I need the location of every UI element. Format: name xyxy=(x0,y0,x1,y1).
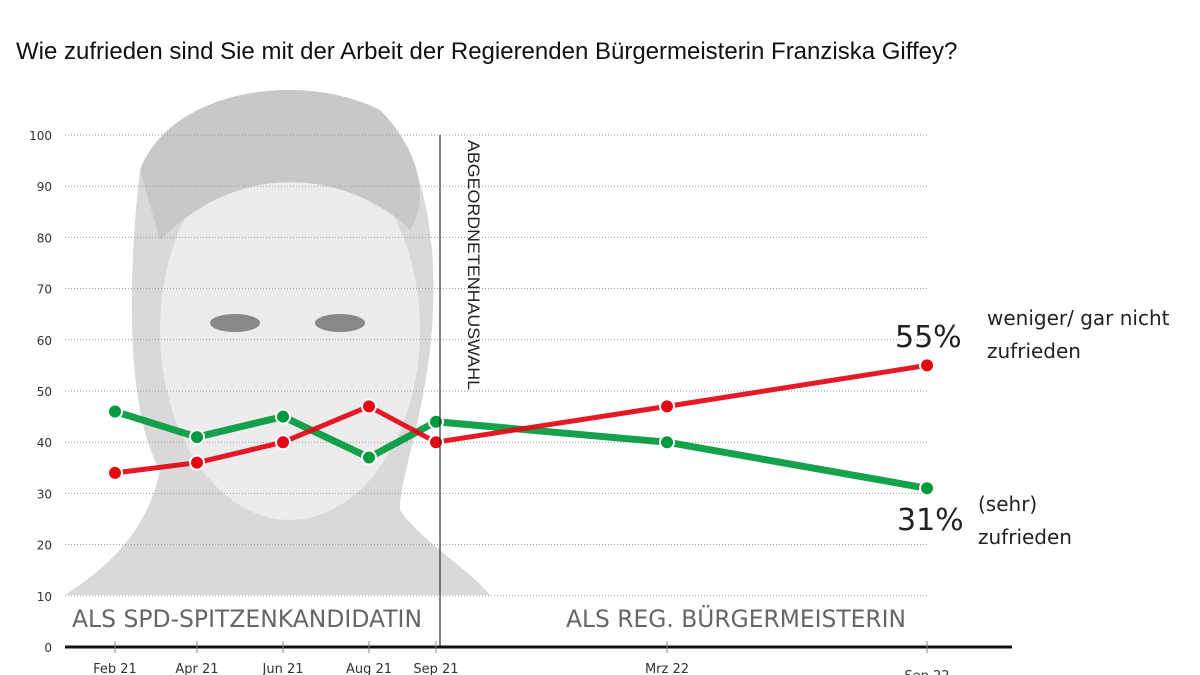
data-point xyxy=(189,429,205,446)
y-tick-label: 60 xyxy=(37,334,52,348)
data-point xyxy=(659,398,675,415)
x-tick-label: Feb 21 xyxy=(93,662,137,675)
y-tick-label: 70 xyxy=(37,283,52,297)
data-point xyxy=(189,454,205,471)
divider-label: ABGEORDNETENHAUSWAHL xyxy=(464,140,483,390)
y-tick-label: 0 xyxy=(44,641,52,655)
red-legend-line1: weniger/ gar nicht xyxy=(987,306,1170,330)
right-period-label: ALS REG. BÜRGERMEISTERIN xyxy=(566,604,906,633)
y-tick-label: 20 xyxy=(37,539,52,553)
portrait-photo xyxy=(65,90,490,595)
data-point xyxy=(428,413,444,430)
data-point xyxy=(275,434,291,451)
data-point xyxy=(361,398,377,415)
green-legend-line2: zufrieden xyxy=(978,525,1072,549)
y-tick-label: 100 xyxy=(29,129,52,143)
y-tick-label: 40 xyxy=(37,436,52,450)
data-point xyxy=(659,434,675,451)
x-tick-label: Sep 22 xyxy=(904,669,949,675)
data-point xyxy=(275,408,291,425)
left-period-label: ALS SPD-SPITZENKANDIDATIN xyxy=(72,605,422,633)
data-point xyxy=(361,449,377,466)
y-tick-label: 80 xyxy=(37,231,52,245)
y-tick-label: 50 xyxy=(37,385,52,399)
y-tick-label: 30 xyxy=(37,487,52,501)
x-tick-label: Mrz 22 xyxy=(645,662,689,675)
chart-title: Wie zufrieden sind Sie mit der Arbeit de… xyxy=(16,38,958,65)
x-tick-label: Aug 21 xyxy=(346,662,392,675)
green-end-label: 31% xyxy=(897,503,964,538)
red-legend-line2: zufrieden xyxy=(987,339,1081,363)
y-tick-label: 90 xyxy=(37,180,52,194)
data-point xyxy=(107,464,123,481)
red-end-label: 55% xyxy=(895,320,962,355)
x-tick-label: Jun 21 xyxy=(262,662,304,675)
x-tick-label: Sep 21 xyxy=(413,662,458,675)
green-legend-line1: (sehr) xyxy=(978,492,1037,516)
data-point xyxy=(428,434,444,451)
data-point xyxy=(919,480,935,497)
data-point xyxy=(107,403,123,420)
data-point xyxy=(919,357,935,374)
x-tick-label: Apr 21 xyxy=(175,662,218,675)
y-tick-label: 10 xyxy=(37,590,52,604)
